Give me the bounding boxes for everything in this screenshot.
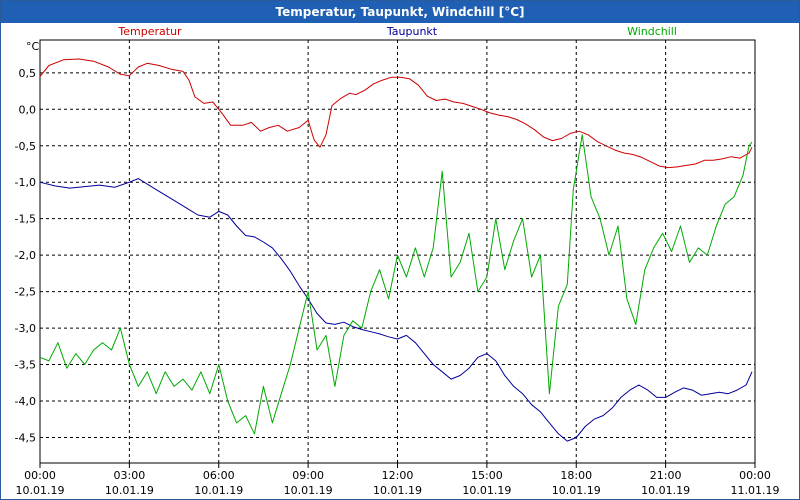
y-tick-label: -3,5 [15,359,36,372]
y-unit-label: °C [26,40,40,53]
line-chart: °C 0,5 0,0 -0,5 -1,0 -1,5 -2,0 -2,5 -3,0 -3,5 -4,… [15,25,780,497]
x-tick-time: 12:00 [382,469,414,482]
x-tick-time: 15:00 [471,469,503,482]
x-tick-time: 00:00 [739,469,771,482]
x-tick-time: 21:00 [650,469,682,482]
legend-entry-windchill: Windchill [627,25,677,38]
y-tick-label: -2,5 [15,286,36,299]
x-tick-time: 18:00 [560,469,592,482]
legend-entry-temperatur: Temperatur [117,25,182,38]
x-tick-date: 10.01.19 [462,484,511,497]
x-tick-time: 09:00 [292,469,324,482]
x-tick-date: 10.01.19 [105,484,154,497]
x-tick-date: 11.01.19 [731,484,780,497]
y-tick-label: 0,0 [19,103,37,116]
x-tick-date: 10.01.19 [373,484,422,497]
y-tick-label: -1,0 [15,176,36,189]
x-tick-date: 10.01.19 [284,484,333,497]
x-tick-time: 06:00 [203,469,235,482]
y-tick-label: -4,5 [15,431,36,444]
y-tick-label: -2,0 [15,249,36,262]
x-tick-date: 10.01.19 [194,484,243,497]
y-tick-label: -3,0 [15,322,36,335]
y-tick-label: -0,5 [15,140,36,153]
series-line-windchill [39,134,753,435]
x-tick-date: 10.01.19 [16,484,65,497]
series-line-taupunkt [39,178,753,442]
x-tick-time: 00:00 [24,469,56,482]
y-tick-label: -1,5 [15,213,36,226]
series-line-temperatur [39,58,753,169]
x-tick-time: 03:00 [114,469,146,482]
x-tick-date: 10.01.19 [552,484,601,497]
x-tick-date: 10.01.19 [641,484,690,497]
y-tick-label: -4,0 [15,395,36,408]
legend-entry-taupunkt: Taupunkt [386,25,438,38]
y-tick-label: 0,5 [19,67,37,80]
window-title: Temperatur, Taupunkt, Windchill [°C] [1,1,799,23]
